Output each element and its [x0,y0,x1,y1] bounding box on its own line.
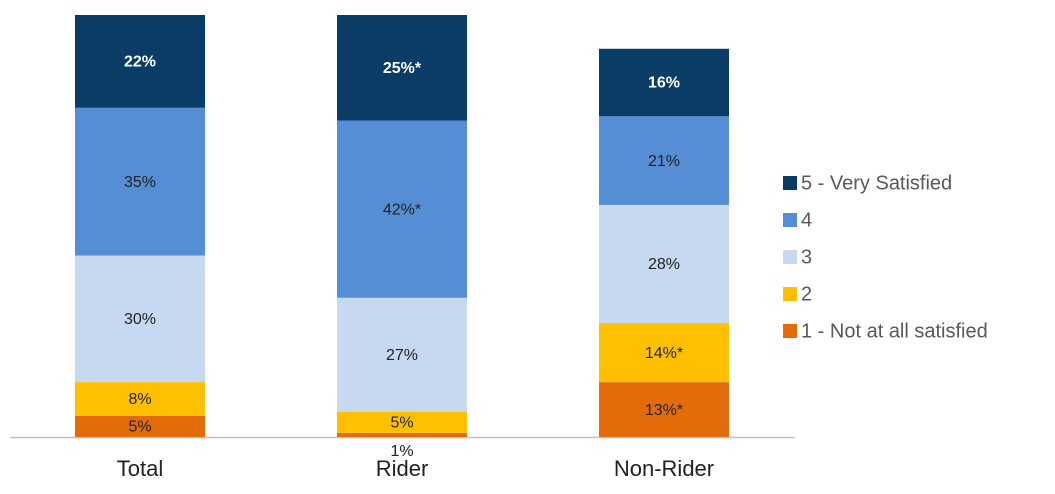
legend-label: 5 - Very Satisfied [801,172,952,194]
data-label: 28% [648,256,680,273]
data-label: 16% [648,75,680,92]
bar-segment [337,411,467,433]
data-label: 8% [128,391,151,408]
data-label: 42%* [383,201,421,218]
data-label: 35% [124,174,156,191]
legend-swatch [783,176,797,190]
bar-segment [599,382,729,437]
legend-swatch [783,324,797,338]
legend-swatch [783,213,797,227]
x-tick-label: Non-Rider [614,456,714,481]
x-tick-label: Total [117,456,163,481]
bar-segment [599,116,729,205]
data-label: 5% [390,414,413,431]
data-label: 22% [124,54,156,71]
data-label: 13%* [645,402,683,419]
legend-swatch [783,287,797,301]
data-label: 5% [128,419,151,436]
bar-segment [75,415,205,437]
bar-segment [599,323,729,383]
bar-segment [75,382,205,416]
data-label: 25%* [383,60,422,77]
bar-segment [75,255,205,383]
data-label: 21% [648,153,680,170]
data-label: 1% [390,443,413,460]
bar-segment [75,15,205,108]
legend-label: 2 [801,283,812,305]
data-label: 27% [386,347,418,364]
data-label: 14%* [645,345,683,362]
x-tick-label: Rider [376,456,429,481]
bar-segment [337,15,467,121]
bar-segment [337,432,467,437]
legend-label: 4 [801,209,812,231]
data-label: 30% [124,311,156,328]
bar-segment [599,204,729,324]
legend-label: 1 - Not at all satisfied [801,320,988,342]
bar-segment [75,107,205,256]
bar-segment [337,297,467,412]
legend-swatch [783,250,797,264]
legend-label: 3 [801,246,812,268]
bar-segment [337,120,467,298]
bar-segment [599,48,729,117]
